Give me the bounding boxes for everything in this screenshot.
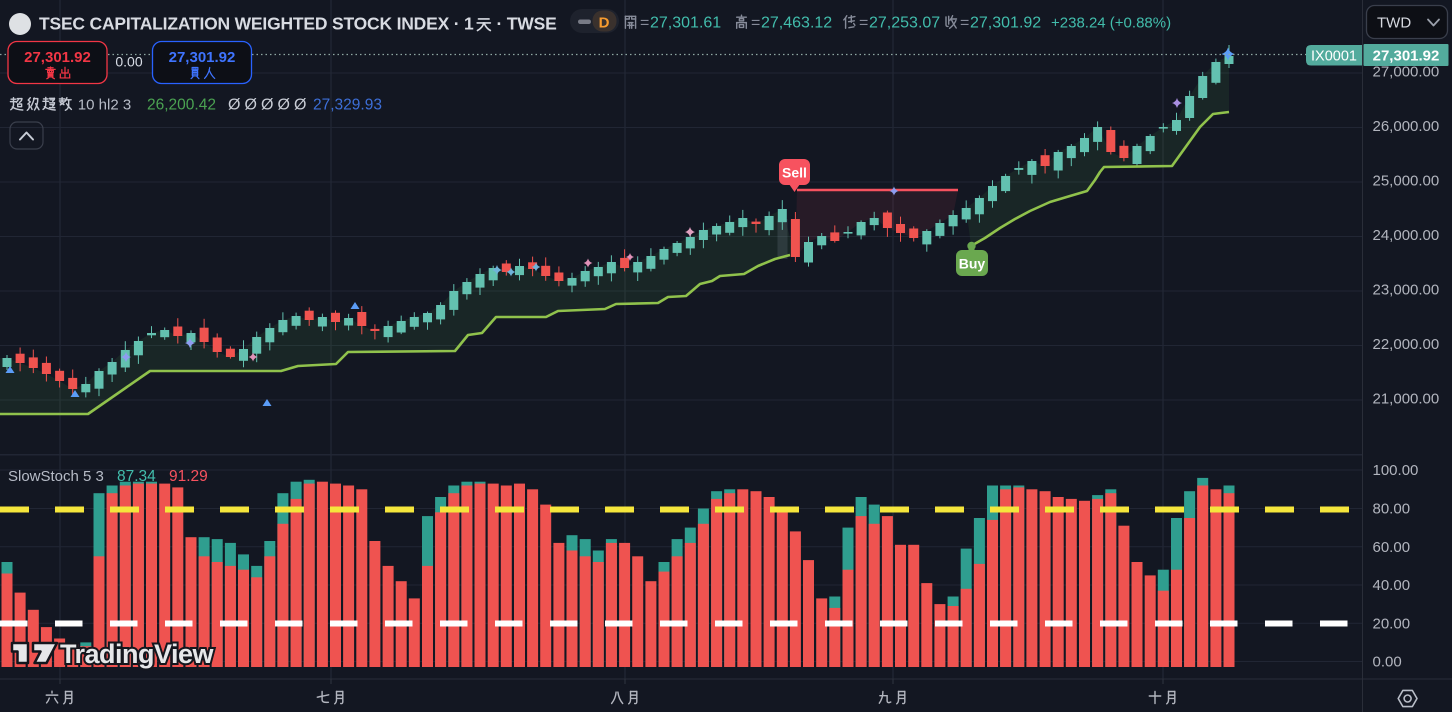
- svg-text:100.00: 100.00: [1373, 462, 1419, 479]
- svg-text:27,301.92: 27,301.92: [169, 49, 236, 66]
- svg-text:27,301.61: 27,301.61: [650, 15, 721, 32]
- svg-text:26,000.00: 26,000.00: [1373, 118, 1440, 135]
- svg-text:Ø: Ø: [278, 97, 290, 114]
- svg-text:26,200.42: 26,200.42: [147, 97, 216, 114]
- svg-text:27,000.00: 27,000.00: [1373, 64, 1440, 81]
- svg-text:27,301.92: 27,301.92: [1373, 47, 1440, 64]
- svg-text:21,000.00: 21,000.00: [1373, 391, 1440, 408]
- svg-text:87.34: 87.34: [117, 468, 156, 485]
- svg-text:24,000.00: 24,000.00: [1373, 227, 1440, 244]
- svg-text:20.00: 20.00: [1373, 615, 1411, 632]
- svg-text:27,253.07: 27,253.07: [869, 15, 940, 32]
- svg-text:Ø: Ø: [261, 97, 273, 114]
- svg-text:27,301.92: 27,301.92: [970, 15, 1041, 32]
- svg-text:TradingView: TradingView: [60, 639, 215, 669]
- svg-text:91.29: 91.29: [169, 468, 208, 485]
- svg-text:Buy: Buy: [959, 256, 986, 272]
- svg-text:=: =: [751, 15, 760, 32]
- svg-text:27,329.93: 27,329.93: [313, 97, 382, 114]
- svg-text:Ø: Ø: [245, 97, 257, 114]
- svg-text:40.00: 40.00: [1373, 577, 1411, 594]
- svg-text:80.00: 80.00: [1373, 501, 1411, 518]
- svg-text:27,301.92: 27,301.92: [24, 49, 91, 66]
- svg-text:+238.24 (+0.88%): +238.24 (+0.88%): [1051, 15, 1171, 32]
- svg-text:25,000.00: 25,000.00: [1373, 173, 1440, 190]
- svg-text:0.00: 0.00: [1373, 654, 1402, 671]
- svg-text:=: =: [640, 15, 649, 32]
- svg-text:Ø: Ø: [294, 97, 306, 114]
- svg-text:IX0001: IX0001: [1311, 49, 1357, 65]
- svg-text:SlowStoch 5 3: SlowStoch 5 3: [8, 468, 104, 485]
- svg-text:TWD: TWD: [1377, 15, 1411, 32]
- svg-text:27,463.12: 27,463.12: [761, 15, 832, 32]
- svg-text:=: =: [960, 15, 969, 32]
- svg-text:22,000.00: 22,000.00: [1373, 336, 1440, 353]
- svg-text:=: =: [859, 15, 868, 32]
- svg-text:60.00: 60.00: [1373, 539, 1411, 556]
- svg-text:Sell: Sell: [782, 165, 807, 181]
- svg-text:· TWSE: · TWSE: [497, 14, 557, 34]
- svg-text:23,000.00: 23,000.00: [1373, 282, 1440, 299]
- svg-text:D: D: [599, 15, 610, 32]
- svg-text:TSEC CAPITALIZATION WEIGHTED S: TSEC CAPITALIZATION WEIGHTED STOCK INDEX…: [39, 14, 474, 34]
- svg-text:10 hl2 3: 10 hl2 3: [78, 97, 131, 114]
- svg-text:0.00: 0.00: [115, 54, 142, 70]
- svg-text:Ø: Ø: [228, 97, 240, 114]
